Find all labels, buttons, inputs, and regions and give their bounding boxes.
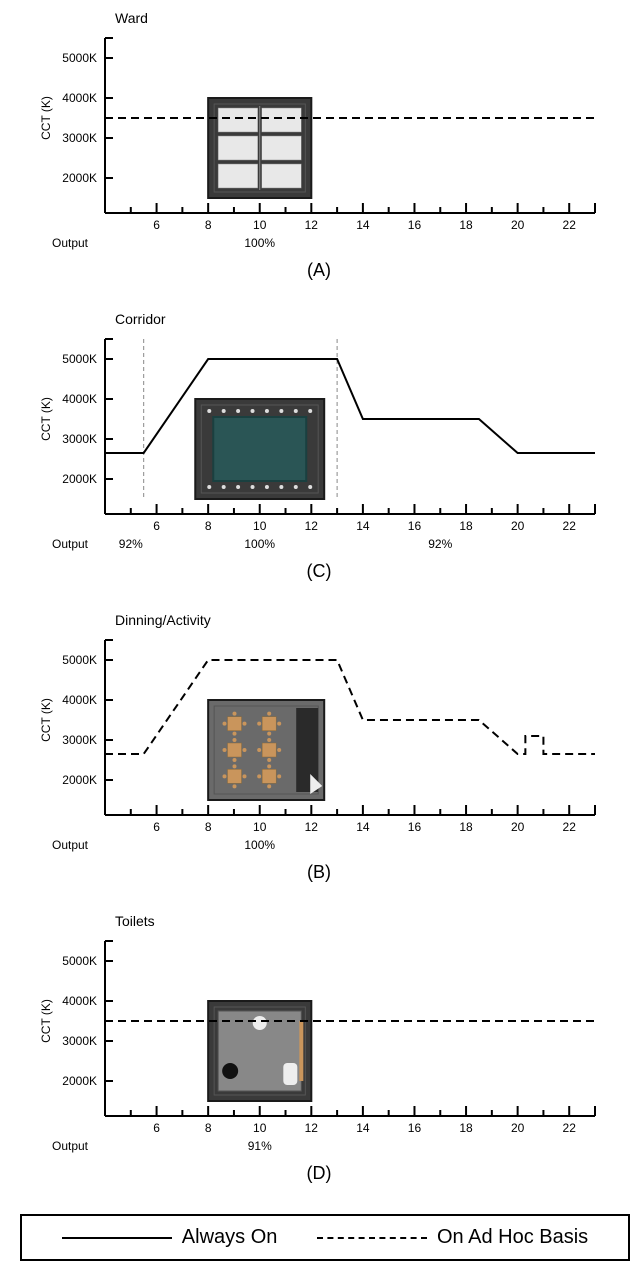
y-tick-label: 2000K — [62, 773, 97, 787]
x-tick-label: 18 — [459, 820, 473, 834]
y-tick-label: 5000K — [62, 51, 97, 65]
panel-a: Ward 2000K 3000K 4000K 5000K CCT (K) 6 8 10 12 14… — [20, 10, 618, 281]
x-tick-label: 6 — [153, 820, 160, 834]
x-tick-label: 18 — [459, 1121, 473, 1135]
legend-solid-line — [62, 1237, 172, 1239]
room-thumbnail — [208, 700, 324, 800]
legend-dashed-line — [317, 1237, 427, 1239]
x-tick-label: 8 — [205, 820, 212, 834]
chart-title: Ward — [115, 10, 618, 26]
output-value: 100% — [244, 236, 275, 250]
y-tick-label: 4000K — [62, 91, 97, 105]
output-value: 92% — [428, 537, 452, 551]
x-tick-label: 12 — [305, 1121, 319, 1135]
legend-dashed: On Ad Hoc Basis — [317, 1226, 588, 1249]
data-line — [105, 660, 595, 754]
legend-solid-label: Always On — [182, 1226, 278, 1249]
chart-title: Corridor — [115, 311, 618, 327]
x-tick-label: 22 — [563, 218, 577, 232]
panel-c: Corridor 2000K 3000K 4000K 5000K CCT (K) 6 8 10… — [20, 311, 618, 582]
x-tick-label: 14 — [356, 218, 370, 232]
y-tick-label: 4000K — [62, 693, 97, 707]
x-tick-label: 8 — [205, 218, 212, 232]
y-tick-label: 3000K — [62, 733, 97, 747]
output-value: 100% — [244, 537, 275, 551]
y-tick-label: 5000K — [62, 653, 97, 667]
x-tick-label: 14 — [356, 519, 370, 533]
y-tick-label: 4000K — [62, 994, 97, 1008]
panel-label: (C) — [20, 561, 618, 582]
x-tick-label: 16 — [408, 519, 422, 533]
y-axis-label: CCT (K) — [39, 397, 53, 441]
x-tick-label: 10 — [253, 519, 267, 533]
x-tick-label: 18 — [459, 218, 473, 232]
x-output-label: Output — [52, 236, 89, 250]
chart-a: 2000K 3000K 4000K 5000K CCT (K) 6 8 10 12 14 16 18 2… — [20, 28, 610, 258]
y-axis-label: CCT (K) — [39, 96, 53, 140]
legend-dashed-label: On Ad Hoc Basis — [437, 1226, 588, 1249]
x-tick-label: 12 — [305, 820, 319, 834]
x-tick-label: 12 — [305, 218, 319, 232]
x-output-label: Output — [52, 1139, 89, 1153]
x-tick-label: 8 — [205, 1121, 212, 1135]
chart-title: Toilets — [115, 913, 618, 929]
room-thumbnail — [208, 1001, 311, 1101]
y-tick-label: 3000K — [62, 1034, 97, 1048]
x-tick-label: 18 — [459, 519, 473, 533]
legend: Always On On Ad Hoc Basis — [20, 1214, 630, 1261]
x-tick-label: 20 — [511, 820, 525, 834]
x-output-label: Output — [52, 537, 89, 551]
x-tick-label: 10 — [253, 1121, 267, 1135]
x-tick-label: 22 — [563, 519, 577, 533]
chart-b: 2000K 3000K 4000K 5000K CCT (K) 6 8 10 12 14 16 18 2… — [20, 630, 610, 860]
x-tick-label: 10 — [253, 218, 267, 232]
x-tick-label: 16 — [408, 820, 422, 834]
output-value: 91% — [248, 1139, 272, 1153]
output-value: 92% — [119, 537, 143, 551]
y-axis-label: CCT (K) — [39, 999, 53, 1043]
x-tick-label: 10 — [253, 820, 267, 834]
x-output-label: Output — [52, 838, 89, 852]
x-tick-label: 14 — [356, 820, 370, 834]
x-tick-label: 16 — [408, 218, 422, 232]
y-tick-label: 5000K — [62, 954, 97, 968]
data-line — [105, 359, 595, 453]
x-tick-label: 14 — [356, 1121, 370, 1135]
panel-label: (A) — [20, 260, 618, 281]
room-thumbnail — [195, 399, 324, 499]
x-tick-label: 6 — [153, 218, 160, 232]
panel-label: (B) — [20, 862, 618, 883]
y-tick-label: 4000K — [62, 392, 97, 406]
chart-c: 2000K 3000K 4000K 5000K CCT (K) 6 8 10 12 14 16 18 2… — [20, 329, 610, 559]
x-tick-label: 20 — [511, 519, 525, 533]
y-tick-label: 5000K — [62, 352, 97, 366]
x-tick-label: 8 — [205, 519, 212, 533]
y-tick-label: 2000K — [62, 1074, 97, 1088]
x-tick-label: 22 — [563, 820, 577, 834]
x-tick-label: 6 — [153, 519, 160, 533]
panel-label: (D) — [20, 1163, 618, 1184]
y-tick-label: 2000K — [62, 472, 97, 486]
x-tick-label: 16 — [408, 1121, 422, 1135]
output-value: 100% — [244, 838, 275, 852]
x-tick-label: 6 — [153, 1121, 160, 1135]
y-axis-label: CCT (K) — [39, 698, 53, 742]
legend-solid: Always On — [62, 1226, 278, 1249]
y-tick-label: 2000K — [62, 171, 97, 185]
panel-b: Dinning/Activity 2000K 3000K 4000K 5000K CCT… — [20, 612, 618, 883]
x-tick-label: 20 — [511, 218, 525, 232]
x-tick-label: 22 — [563, 1121, 577, 1135]
chart-d: 2000K 3000K 4000K 5000K CCT (K) 6 8 10 12 14 16 18 2… — [20, 931, 610, 1161]
panel-d: Toilets 2000K 3000K 4000K 5000K CCT (K) 6 8 10 1… — [20, 913, 618, 1184]
y-tick-label: 3000K — [62, 432, 97, 446]
chart-title: Dinning/Activity — [115, 612, 618, 628]
x-tick-label: 12 — [305, 519, 319, 533]
y-tick-label: 3000K — [62, 131, 97, 145]
x-tick-label: 20 — [511, 1121, 525, 1135]
room-thumbnail — [208, 98, 311, 198]
